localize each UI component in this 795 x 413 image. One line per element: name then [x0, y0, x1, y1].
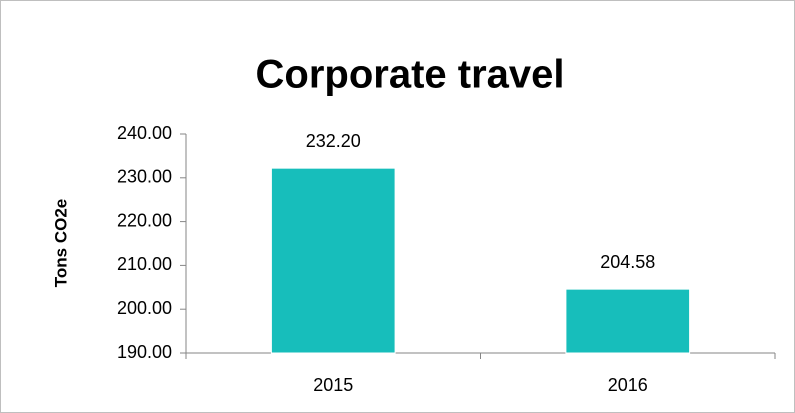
y-tick-label: 240.00	[117, 123, 172, 143]
data-label: 232.20	[306, 131, 361, 151]
chart-title: Corporate travel	[256, 53, 565, 97]
y-tick-label: 210.00	[117, 254, 172, 274]
data-label: 204.58	[600, 252, 655, 272]
x-tick-label: 2015	[313, 375, 353, 395]
x-tick-label: 2016	[608, 375, 648, 395]
y-tick-label: 190.00	[117, 342, 172, 362]
y-tick-label: 200.00	[117, 298, 172, 318]
bar	[565, 288, 691, 354]
y-axis-label: Tons CO2e	[51, 199, 70, 287]
bar	[270, 167, 396, 354]
y-tick-label: 220.00	[117, 210, 172, 230]
y-tick-label: 230.00	[117, 167, 172, 187]
